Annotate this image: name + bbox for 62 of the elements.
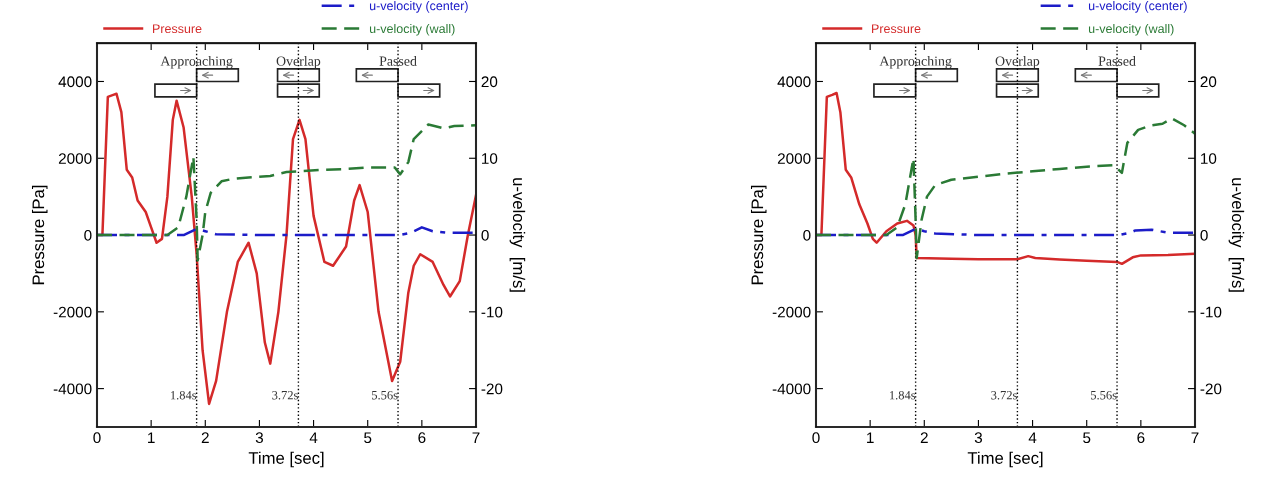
y-tick-label: -4000 bbox=[53, 383, 92, 395]
x-tick-label: 6 bbox=[418, 432, 426, 444]
line-series bbox=[816, 117, 1195, 260]
y-tick-label: 4000 bbox=[58, 76, 92, 88]
legend-label: u-velocity (center) bbox=[369, 1, 468, 13]
y2-tick-label: 0 bbox=[481, 229, 489, 241]
y2-axis-title: u-velocity [m/s] bbox=[509, 178, 526, 292]
y-tick-label: 0 bbox=[84, 229, 92, 241]
y2-tick-label: 20 bbox=[481, 76, 498, 88]
y-axis-title: Pressure [Pa] bbox=[31, 185, 48, 285]
y-tick-label: 4000 bbox=[777, 76, 811, 88]
annotation: Overlap bbox=[276, 55, 321, 69]
legend-label: u-velocity (wall) bbox=[1088, 23, 1174, 36]
y2-tick-label: -20 bbox=[481, 383, 503, 395]
x-axis-title: Time [sec] bbox=[248, 451, 324, 468]
x-axis-title: Time [sec] bbox=[967, 451, 1043, 468]
y-tick-label: -2000 bbox=[772, 306, 811, 318]
annotation: Passed bbox=[379, 55, 417, 66]
y-axis-title: Pressure [Pa] bbox=[750, 185, 767, 285]
annotation: Approaching bbox=[160, 55, 233, 69]
y-tick-label: 2000 bbox=[777, 153, 811, 164]
y-tick-label: 0 bbox=[803, 229, 811, 241]
x-tick-label: 1 bbox=[148, 432, 155, 443]
ref-line-label: 5.56s bbox=[372, 391, 398, 400]
legend-label: Pressure bbox=[153, 24, 202, 34]
x-tick-label: 4 bbox=[309, 432, 318, 443]
y-tick-label: 2000 bbox=[58, 153, 92, 164]
y2-tick-label: -20 bbox=[1200, 383, 1222, 395]
legend-label: u-velocity (center) bbox=[1088, 1, 1187, 13]
annotation: Approaching bbox=[879, 55, 952, 69]
annotation: Overlap bbox=[995, 55, 1040, 69]
legend-label: Pressure bbox=[872, 24, 921, 34]
y2-tick-label: -10 bbox=[1200, 306, 1222, 318]
line-series bbox=[97, 123, 476, 262]
x-tick-label: 0 bbox=[812, 432, 820, 444]
x-tick-label: 3 bbox=[974, 432, 983, 444]
x-tick-label: 6 bbox=[1137, 432, 1145, 444]
y2-tick-label: 20 bbox=[1200, 76, 1217, 88]
annotation: Passed bbox=[1098, 55, 1136, 66]
x-tick-label: 4 bbox=[1028, 432, 1037, 443]
y2-axis-title: u-velocity [m/s] bbox=[1228, 178, 1245, 292]
ref-line-label: 5.56s bbox=[1091, 391, 1117, 400]
x-tick-label: 2 bbox=[201, 432, 209, 443]
legend-label: u-velocity (wall) bbox=[369, 23, 455, 36]
x-tick-label: 5 bbox=[1083, 432, 1091, 444]
ref-line-label: 3.72s bbox=[272, 391, 298, 400]
ref-line-label: 1.84s bbox=[889, 390, 916, 400]
x-tick-label: 7 bbox=[472, 432, 480, 443]
x-tick-label: 5 bbox=[364, 432, 372, 444]
ref-line-label: 1.84s bbox=[170, 390, 197, 400]
x-tick-label: 7 bbox=[1191, 432, 1199, 443]
y2-tick-label: -10 bbox=[481, 306, 503, 318]
y2-tick-label: 0 bbox=[1200, 229, 1208, 241]
y2-tick-label: 10 bbox=[1201, 153, 1217, 164]
x-tick-label: 1 bbox=[867, 432, 874, 443]
x-tick-label: 3 bbox=[255, 432, 264, 444]
y2-tick-label: 10 bbox=[482, 153, 498, 164]
x-tick-label: 2 bbox=[920, 432, 928, 443]
ref-line-label: 3.72s bbox=[991, 391, 1017, 400]
y-tick-label: -2000 bbox=[53, 306, 92, 318]
x-tick-label: 0 bbox=[93, 432, 101, 444]
y-tick-label: -4000 bbox=[772, 383, 811, 395]
